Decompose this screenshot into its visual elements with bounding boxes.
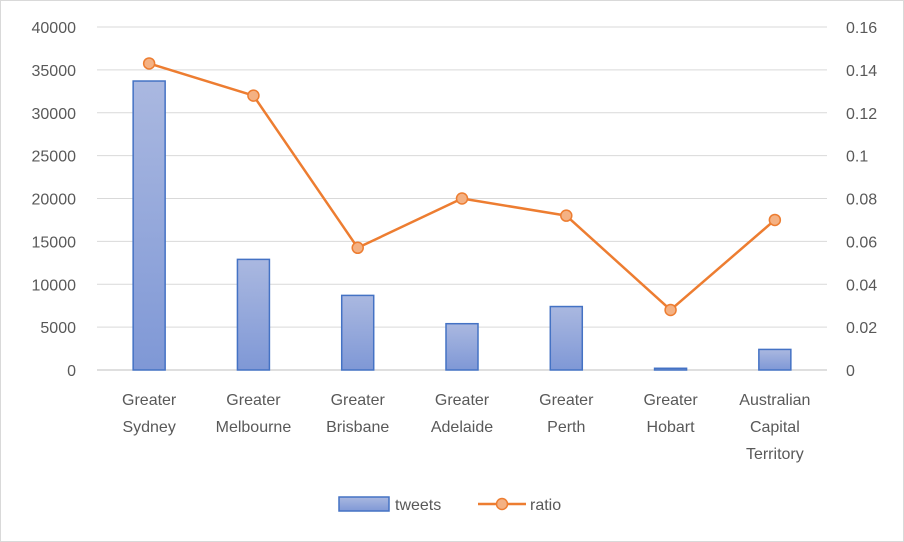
right-tick-label: 0.1	[846, 149, 868, 166]
x-axis-ticks: Greater Sydney Greater Melbourne Greater Bris…	[122, 392, 810, 463]
right-tick-label: 0	[846, 363, 855, 380]
left-tick-label: 5000	[40, 320, 76, 337]
x-tick-label: Territory	[746, 446, 804, 463]
ratio-point	[768, 213, 782, 227]
x-tick-label: Sydney	[122, 419, 175, 436]
left-tick-label: 0	[67, 363, 76, 380]
ratio-point	[560, 209, 573, 222]
x-tick-label: Greater	[331, 392, 386, 409]
right-tick-label: 0.16	[846, 20, 877, 37]
bar	[549, 305, 584, 371]
ratio-point	[664, 303, 677, 317]
x-tick-label: Brisbane	[326, 419, 389, 436]
ratio-point	[142, 57, 156, 70]
ratio-point	[247, 89, 260, 102]
bar-series-tweets	[132, 80, 792, 371]
bar	[236, 258, 271, 371]
ratio-point	[351, 241, 364, 255]
bar	[445, 322, 479, 371]
x-tick-label: Greater	[435, 392, 490, 409]
x-tick-label: Greater	[539, 392, 594, 409]
right-tick-label: 0.06	[846, 234, 877, 251]
x-tick-label: Greater	[122, 392, 177, 409]
x-tick-label: Hobart	[647, 419, 696, 436]
bar	[340, 294, 375, 371]
left-tick-label: 40000	[32, 20, 77, 37]
left-axis-ticks: 0 5000 10000 15000 20000 25000 30000 35000 40000	[32, 20, 77, 380]
left-tick-label: 20000	[32, 192, 77, 209]
line-series-ratio	[142, 57, 782, 317]
ratio-point	[455, 192, 469, 205]
legend-label-tweets: tweets	[395, 497, 441, 514]
left-tick-label: 10000	[32, 277, 77, 294]
left-tick-label: 15000	[32, 234, 77, 251]
gridlines	[97, 26, 827, 371]
x-tick-label: Capital	[750, 419, 800, 436]
right-tick-label: 0.04	[846, 277, 877, 294]
x-tick-label: Adelaide	[431, 419, 493, 436]
left-tick-label: 35000	[32, 63, 77, 80]
bar	[653, 367, 688, 371]
legend-label-ratio: ratio	[530, 497, 561, 514]
legend-swatch-ratio-marker	[495, 497, 509, 511]
x-tick-label: Melbourne	[216, 419, 292, 436]
x-tick-label: Greater	[643, 392, 698, 409]
x-tick-label: Greater	[226, 392, 281, 409]
left-tick-label: 30000	[32, 106, 77, 123]
bar	[132, 80, 166, 371]
legend: tweets ratio	[338, 496, 561, 514]
x-tick-label: Perth	[547, 419, 585, 436]
right-tick-label: 0.14	[846, 63, 877, 80]
right-tick-label: 0.12	[846, 106, 877, 123]
x-tick-label: Australian	[739, 392, 810, 409]
legend-swatch-tweets	[338, 496, 390, 512]
bar	[758, 348, 792, 371]
right-tick-label: 0.08	[846, 192, 877, 209]
left-tick-label: 25000	[32, 149, 77, 166]
right-axis-ticks: 0 0.02 0.04 0.06 0.08 0.1 0.12 0.14 0.16	[846, 20, 877, 380]
right-tick-label: 0.02	[846, 320, 877, 337]
